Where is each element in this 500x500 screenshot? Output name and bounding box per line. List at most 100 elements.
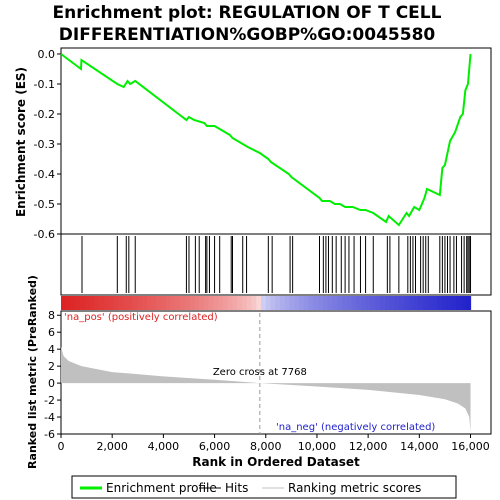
band-segment [137,296,143,310]
es-axis-label: Enrichment score (ES) [14,67,28,217]
band-segment [132,296,138,310]
metric-tick-label: 6 [48,326,55,339]
band-segment [241,296,248,310]
es-panel-frame [60,47,492,235]
band-segment [141,296,148,310]
band-segment [408,296,414,310]
band-segment [327,296,334,310]
band-segment [303,296,310,310]
legend-label: Ranking metric scores [288,481,421,495]
band-segment [261,296,267,310]
band-segment [165,296,172,310]
band-segment [361,296,367,310]
metric-tick-label: 2 [48,360,55,373]
band-segment [461,296,467,310]
rank-color-band [61,296,472,310]
metric-tick-label: 0 [48,377,55,390]
band-segment [280,296,286,310]
band-segment [118,296,124,310]
zero-cross-label: Zero cross at 7768 [213,367,307,378]
band-segment [146,296,153,310]
band-segment [265,296,272,310]
band-segment [89,296,95,310]
band-segment [208,296,214,310]
band-segment [218,296,224,310]
neg-label: 'na_neg' (negatively correlated) [276,422,435,433]
band-segment [313,296,319,310]
band-segment [332,296,338,310]
band-segment [103,296,110,310]
band-segment [413,296,419,310]
metric-axis-label: Ranked list metric (PreRanked) [26,275,39,469]
pos-label: 'na_pos' (positively correlated) [64,312,218,323]
es-tick-label: -0.3 [34,138,55,151]
band-segment [180,296,186,310]
band-segment [418,296,424,310]
band-segment [451,296,457,310]
band-segment [446,296,453,310]
band-segment [318,296,324,310]
x-tick-label: 0 [58,440,65,453]
x-tick-label: 6,000 [199,440,231,453]
band-segment [189,296,195,310]
band-segment [194,296,200,310]
band-segment [232,296,238,310]
es-tick-label: -0.2 [34,108,55,121]
band-segment [203,296,210,310]
band-segment [384,296,391,310]
x-tick-label: 8,000 [250,440,282,453]
band-segment [127,296,134,310]
band-segment [113,296,119,310]
legend-label: Enrichment profile [106,481,217,495]
band-segment [289,296,295,310]
band-segment [399,296,405,310]
x-tick-label: 10,000 [298,440,337,453]
band-segment [308,296,314,310]
band-segment [365,296,372,310]
band-segment [427,296,434,310]
band-segment [256,296,262,310]
band-segment [61,296,67,310]
chart-title-line2: DIFFERENTIATION%GOBP%GO:0045580 [59,25,436,45]
band-segment [251,296,257,310]
band-segment [370,296,376,310]
es-tick-label: -0.1 [34,78,55,91]
es-tick-label: 0.0 [38,48,56,61]
x-tick-label: 2,000 [96,440,128,453]
metric-tick-label: 4 [48,343,55,356]
band-segment [432,296,438,310]
enrichment-profile-line [60,53,472,227]
metric-tick-label: -6 [44,428,55,441]
band-segment [70,296,76,310]
band-segment [422,296,429,310]
band-segment [284,296,291,310]
chart-title-line1: Enrichment plot: REGULATION OF T CELL [53,3,442,23]
band-segment [122,296,129,310]
x-tick-label: 14,000 [400,440,439,453]
band-segment [294,296,300,310]
band-segment [341,296,348,310]
band-segment [270,296,276,310]
band-segment [351,296,357,310]
legend-box [71,475,457,499]
band-segment [299,296,305,310]
band-segment [151,296,157,310]
x-tick-label: 12,000 [349,440,388,453]
x-axis-label: Rank in Ordered Dataset [192,455,360,469]
band-segment [337,296,343,310]
legend-label: Hits [225,481,248,495]
hits-panel-frame [60,233,492,296]
hits-barcode [81,236,472,293]
es-tick-label: -0.5 [34,198,55,211]
band-segment [222,296,229,310]
band-segment [227,296,234,310]
band-segment [322,296,329,310]
band-segment [156,296,162,310]
metric-tick-label: -4 [44,411,55,424]
band-segment [170,296,176,310]
es-tick-label: -0.4 [34,168,55,181]
band-segment [184,296,191,310]
band-segment [237,296,243,310]
band-segment [94,296,100,310]
band-segment [403,296,410,310]
